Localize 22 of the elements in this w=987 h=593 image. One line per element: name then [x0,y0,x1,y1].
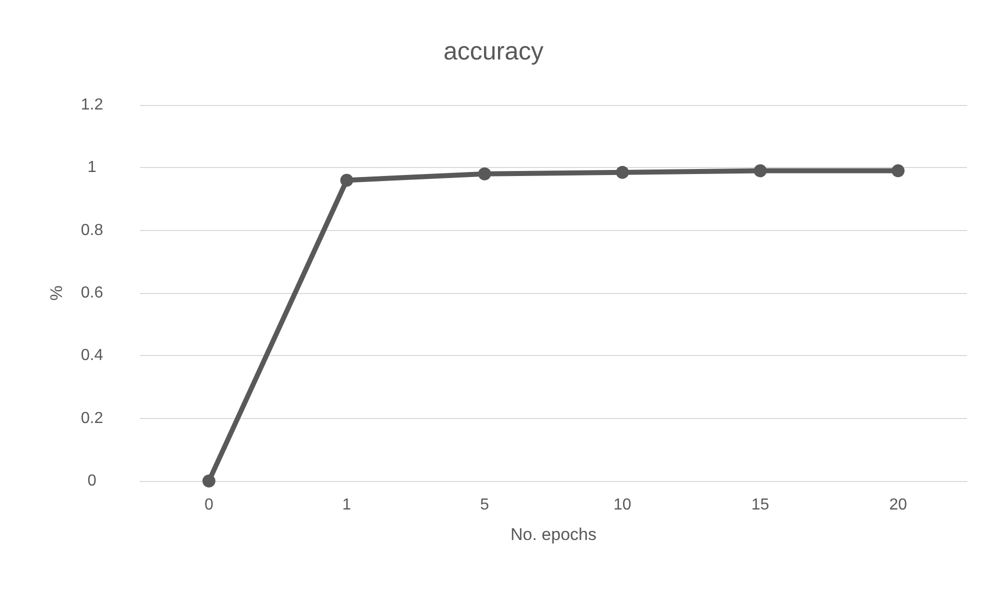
y-axis-title: % [47,285,66,301]
point [892,164,905,178]
y-tick-label: 0.6 [80,284,104,302]
point [478,167,492,180]
y-tick-label: 1 [88,159,97,176]
x-axis-title: No. epochs [510,525,596,544]
x-tick-label: 10 [614,496,632,514]
y-tick-label: 1.2 [80,96,104,114]
point [202,474,216,488]
y-tick-label: 0 [88,472,97,490]
y-tick-label: 0.8 [80,222,104,239]
x-tick-label: 5 [480,496,490,514]
chart-title: accuracy [443,38,544,66]
x-tick-label: 0 [204,496,214,514]
y-tick-label: 0.2 [80,410,104,427]
point [754,164,767,178]
x-tick-label: 15 [751,496,770,514]
point [340,174,354,187]
x-tick-label: 1 [342,496,352,514]
y-tick-label: 0.4 [80,347,104,364]
x-tick-label: 20 [889,496,908,514]
point [616,166,629,179]
